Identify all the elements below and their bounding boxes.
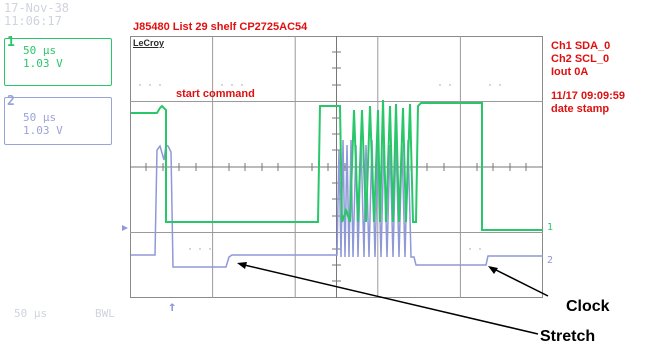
- channel-2-timebase: 50 µs: [23, 111, 57, 124]
- trigger-marker: ↑: [168, 299, 177, 315]
- time-text: 11:06:17: [4, 14, 62, 28]
- date-stamp-label: date stamp: [551, 103, 610, 115]
- date-stamp-value: 11/17 09:09:59: [551, 90, 626, 102]
- trace-1-marker: 1: [547, 222, 554, 233]
- trace-2-marker: 2: [547, 255, 554, 266]
- graticule-dots: [139, 84, 501, 250]
- lecroy-logo: LeCroy: [133, 38, 165, 48]
- iout-label: Iout 0A: [551, 66, 589, 78]
- channel-2-volts: 1.03 V: [23, 124, 63, 137]
- clock-label: Clock: [566, 298, 610, 315]
- sda-trace: [131, 99, 543, 231]
- clock-arrow: [489, 266, 549, 297]
- date-text: 17-Nov-38: [4, 1, 70, 15]
- scope-title: J85480 List 29 shelf CP2725AC54: [133, 21, 308, 33]
- clock-arrowhead: [488, 266, 498, 274]
- right-info-panel: Ch1 SDA_0 Ch2 SCL_0 Iout 0A: [551, 40, 610, 79]
- ch1-label: Ch1 SDA_0: [551, 40, 611, 52]
- bottom-timebase: 50 µs: [14, 307, 48, 320]
- channel-1-number: 1: [7, 35, 15, 50]
- stretch-label: Stretch: [540, 328, 596, 345]
- channel-1-timebase: 50 µs: [23, 44, 57, 57]
- stretch-arrow: [239, 263, 539, 335]
- ch2-label: Ch2 SCL_0: [551, 53, 610, 65]
- date-stamp-panel: 11/17 09:09:59 date stamp: [551, 90, 625, 116]
- stretch-arrowhead: [237, 262, 247, 269]
- channel-1-box[interactable]: 1 50 µs 1.03 V: [4, 35, 112, 86]
- date-time-stamp: 17-Nov-38 11:06:17: [4, 2, 69, 28]
- left-edge-marker: [122, 225, 128, 231]
- start-command-annotation: start command: [176, 88, 255, 100]
- channel-1-volts: 1.03 V: [23, 57, 63, 70]
- channel-2-number: 2: [7, 94, 15, 109]
- channel-2-box[interactable]: 2 50 µs 1.03 V: [4, 94, 112, 145]
- bwl-indicator: BWL: [95, 307, 115, 320]
